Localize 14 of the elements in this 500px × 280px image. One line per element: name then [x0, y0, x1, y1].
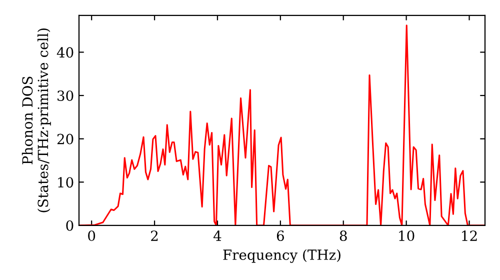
y-tick-label: 20 — [57, 134, 74, 144]
y-tick-label: 30 — [58, 90, 74, 101]
x-tick-label: 4 — [213, 230, 222, 241]
x-tick-label: 0 — [88, 230, 96, 242]
x-tick-label: 2 — [151, 230, 158, 241]
x-axis-title: Frequency (THz) — [223, 249, 340, 263]
y-axis-title: Phonon DOS (States/THz·primitive cell) — [22, 28, 51, 212]
x-tick-label: 6 — [276, 230, 284, 242]
x-tick-label: 10 — [399, 230, 414, 242]
x-tick-label: 12 — [462, 230, 477, 241]
y-tick-label: 10 — [58, 177, 74, 188]
y-tick-label: 40 — [56, 47, 74, 58]
x-tick-label: 8 — [340, 230, 347, 242]
y-tick-label: 0 — [66, 220, 74, 231]
